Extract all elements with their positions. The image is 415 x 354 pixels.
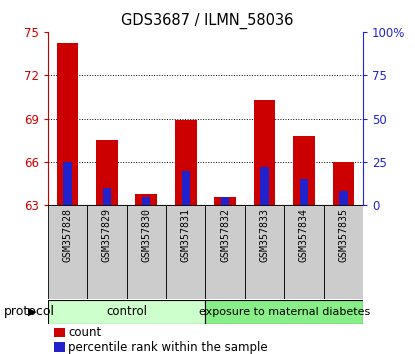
Bar [103,188,111,205]
Bar [54,342,65,352]
Bar [166,205,205,299]
Text: control: control [106,306,147,318]
Text: GSM357829: GSM357829 [102,208,112,262]
Bar [175,120,197,205]
Bar [300,179,308,205]
Bar [284,205,324,299]
Bar [96,140,118,205]
Text: exposure to maternal diabetes: exposure to maternal diabetes [199,307,370,317]
Bar [87,205,127,299]
Bar [245,205,284,299]
Text: ▶: ▶ [28,307,37,317]
Text: GSM357833: GSM357833 [259,208,270,262]
Bar [332,162,354,205]
Bar [135,194,157,205]
Bar [261,167,269,205]
Bar [48,205,87,299]
Bar [54,328,65,337]
Bar [254,100,276,205]
Bar [182,171,190,205]
Bar [142,197,150,205]
Text: percentile rank within the sample: percentile rank within the sample [68,341,268,354]
Bar [127,205,166,299]
Bar [214,197,236,205]
Bar [63,162,71,205]
Text: GSM357831: GSM357831 [181,208,191,262]
Text: GSM357834: GSM357834 [299,208,309,262]
Bar [324,205,363,299]
Text: GSM357835: GSM357835 [338,208,349,262]
Bar [205,300,363,324]
Text: GSM357828: GSM357828 [62,208,73,262]
Bar [56,44,78,205]
Text: protocol: protocol [4,306,55,318]
Text: GSM357832: GSM357832 [220,208,230,262]
Bar [205,205,245,299]
Text: GDS3687 / ILMN_58036: GDS3687 / ILMN_58036 [121,12,294,29]
Text: GSM357830: GSM357830 [141,208,151,262]
Bar [339,192,347,205]
Bar [48,300,205,324]
Bar [293,136,315,205]
Bar [221,197,229,205]
Text: count: count [68,326,102,339]
